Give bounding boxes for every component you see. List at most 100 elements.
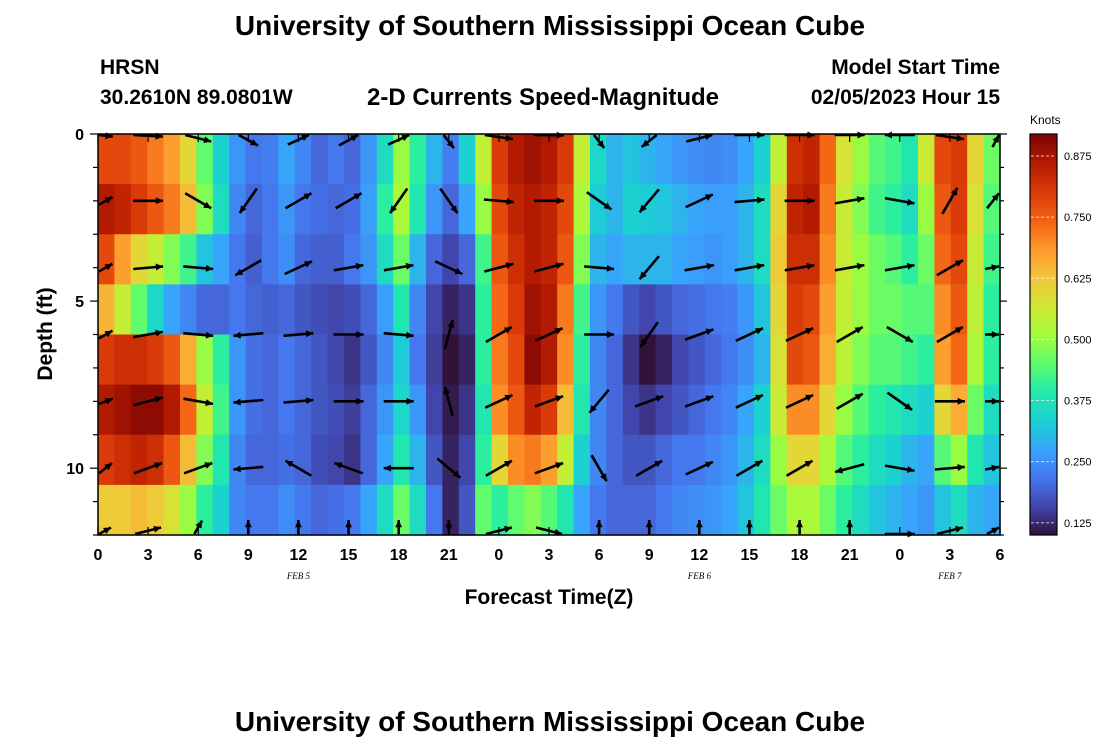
heatmap-cell bbox=[918, 184, 935, 235]
heatmap-cell bbox=[294, 184, 312, 235]
current-arrow bbox=[284, 192, 313, 210]
heatmap-cell bbox=[688, 484, 706, 536]
current-speed-heatmap: 0 3 6 9 12 15 18 21 0 3 6 9 12 15 18 21 0 3 6 FEB 5 FEB 6 FEB… bbox=[34, 113, 1092, 609]
heatmap-cell bbox=[540, 134, 558, 185]
heatmap-cell bbox=[163, 484, 181, 536]
arrow-head bbox=[504, 394, 513, 402]
arrow-head bbox=[595, 520, 603, 528]
heatmap-cell bbox=[655, 384, 673, 436]
arrow-head bbox=[205, 399, 213, 407]
current-arrow bbox=[735, 393, 764, 409]
heatmap-cell bbox=[786, 134, 804, 185]
x-tick-label: 12 bbox=[290, 547, 308, 564]
heatmap-cell bbox=[212, 434, 230, 486]
heatmap-cell bbox=[311, 284, 329, 336]
heatmap-cell bbox=[737, 484, 755, 536]
heatmap-cell bbox=[639, 284, 657, 336]
heatmap-cell bbox=[180, 184, 197, 235]
heatmap-cell bbox=[819, 184, 837, 235]
arrow-head bbox=[155, 263, 164, 271]
heatmap-cell bbox=[770, 334, 788, 386]
heatmap-cell bbox=[442, 234, 460, 285]
heatmap-cell bbox=[770, 484, 788, 536]
current-arrow bbox=[941, 187, 959, 215]
x-tick-label: 21 bbox=[440, 547, 458, 564]
arrow-head bbox=[406, 397, 414, 405]
heatmap-cell bbox=[524, 434, 542, 486]
heatmap-cell bbox=[475, 484, 493, 536]
heatmap-cell bbox=[508, 284, 525, 336]
heatmap-cell bbox=[590, 334, 607, 386]
heatmap-cell bbox=[672, 484, 689, 536]
current-arrow bbox=[443, 386, 454, 417]
heatmap-cell bbox=[983, 284, 1001, 336]
heatmap-cell bbox=[130, 434, 148, 486]
heatmap-cell bbox=[262, 184, 279, 235]
current-arrow bbox=[184, 192, 212, 210]
current-arrow bbox=[884, 464, 915, 473]
arrow-head bbox=[756, 262, 765, 270]
heatmap-cell bbox=[557, 334, 575, 386]
current-arrow bbox=[383, 397, 414, 405]
heatmap-cell bbox=[803, 284, 821, 336]
heatmap-cell bbox=[688, 184, 706, 235]
heatmap-cell bbox=[524, 484, 542, 536]
heatmap-cell bbox=[672, 334, 689, 386]
current-arrow bbox=[634, 394, 664, 408]
arrow-head bbox=[954, 260, 963, 267]
heatmap-cell bbox=[934, 134, 952, 185]
heatmap-cell bbox=[262, 134, 279, 185]
heatmap-cell bbox=[409, 484, 427, 536]
heatmap-cell bbox=[180, 134, 197, 185]
heatmap-cell bbox=[311, 484, 329, 536]
heatmap-cell bbox=[967, 184, 985, 235]
heatmap-cell bbox=[836, 334, 853, 386]
heatmap-cell bbox=[786, 384, 804, 436]
arrow-head bbox=[233, 331, 241, 339]
heatmap-cell bbox=[327, 434, 345, 486]
arrow-head bbox=[452, 470, 461, 478]
heatmap-cell bbox=[393, 184, 411, 235]
current-arrow bbox=[884, 262, 915, 272]
arrow-head bbox=[195, 520, 203, 529]
heatmap-cell bbox=[245, 434, 263, 486]
heatmap-cell bbox=[540, 284, 558, 336]
heatmap-cell bbox=[672, 284, 689, 336]
heatmap-cell bbox=[868, 334, 886, 386]
heatmap-cell bbox=[475, 284, 493, 336]
heatmap-cell bbox=[294, 384, 312, 436]
heatmap-cell bbox=[918, 384, 935, 436]
heatmap-cell bbox=[606, 284, 624, 336]
current-arrow bbox=[98, 397, 114, 406]
heatmap-cell bbox=[540, 184, 558, 235]
current-arrow bbox=[684, 262, 715, 272]
heatmap-cell bbox=[852, 384, 870, 436]
current-arrow bbox=[685, 460, 714, 476]
plot-title: 2-D Currents Speed-Magnitude bbox=[367, 84, 720, 111]
arrow-head bbox=[955, 525, 963, 533]
current-arrow bbox=[133, 329, 164, 339]
heatmap-cell bbox=[180, 334, 197, 386]
current-arrow bbox=[439, 187, 459, 214]
arrow-head bbox=[239, 205, 247, 214]
arrow-head bbox=[950, 187, 958, 196]
heatmap-cell bbox=[688, 334, 706, 386]
heatmap-cell bbox=[737, 334, 755, 386]
heatmap-cell bbox=[704, 334, 722, 386]
heatmap-cell bbox=[130, 484, 148, 536]
arrow-head bbox=[641, 139, 650, 147]
current-arrow bbox=[785, 327, 814, 342]
arrow-head bbox=[954, 327, 963, 334]
heatmap-cell bbox=[655, 234, 673, 285]
heatmap-cell bbox=[98, 434, 115, 486]
arrow-head bbox=[395, 520, 403, 528]
heatmap-cell bbox=[212, 334, 230, 386]
heatmap-cell bbox=[885, 184, 903, 235]
heatmap-cell bbox=[508, 384, 525, 436]
heatmap-cell bbox=[344, 184, 361, 235]
current-arrow bbox=[333, 397, 364, 405]
heatmap-cell bbox=[163, 134, 181, 185]
heatmap-cell bbox=[967, 384, 985, 436]
heatmap-cell bbox=[885, 134, 903, 185]
current-arrow bbox=[434, 260, 463, 276]
